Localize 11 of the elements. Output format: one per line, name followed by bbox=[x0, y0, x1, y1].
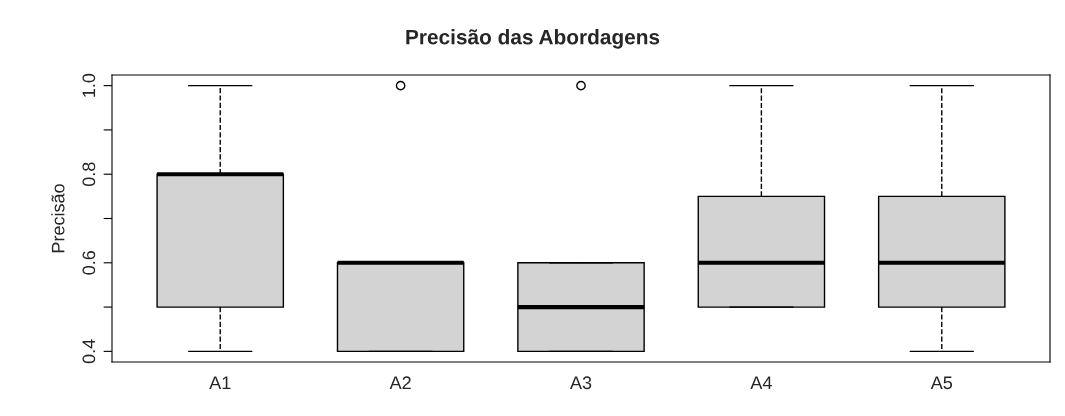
y-tick-label: 1.0 bbox=[82, 73, 96, 97]
y-tick-label: 0.8 bbox=[82, 162, 96, 187]
y-tick-label: 0.6 bbox=[82, 251, 96, 275]
x-tick-label: A3 bbox=[569, 376, 592, 390]
x-tick-label: A4 bbox=[750, 376, 772, 389]
y-tick-label: 0.4 bbox=[82, 339, 96, 364]
chart-title: Precisão das Abordagens bbox=[406, 29, 660, 49]
x-tick-label: A2 bbox=[389, 376, 411, 389]
x-tick-label: A1 bbox=[209, 376, 231, 389]
x-tick-label: A5 bbox=[930, 376, 953, 390]
y-axis-title: Precisão bbox=[51, 184, 65, 253]
